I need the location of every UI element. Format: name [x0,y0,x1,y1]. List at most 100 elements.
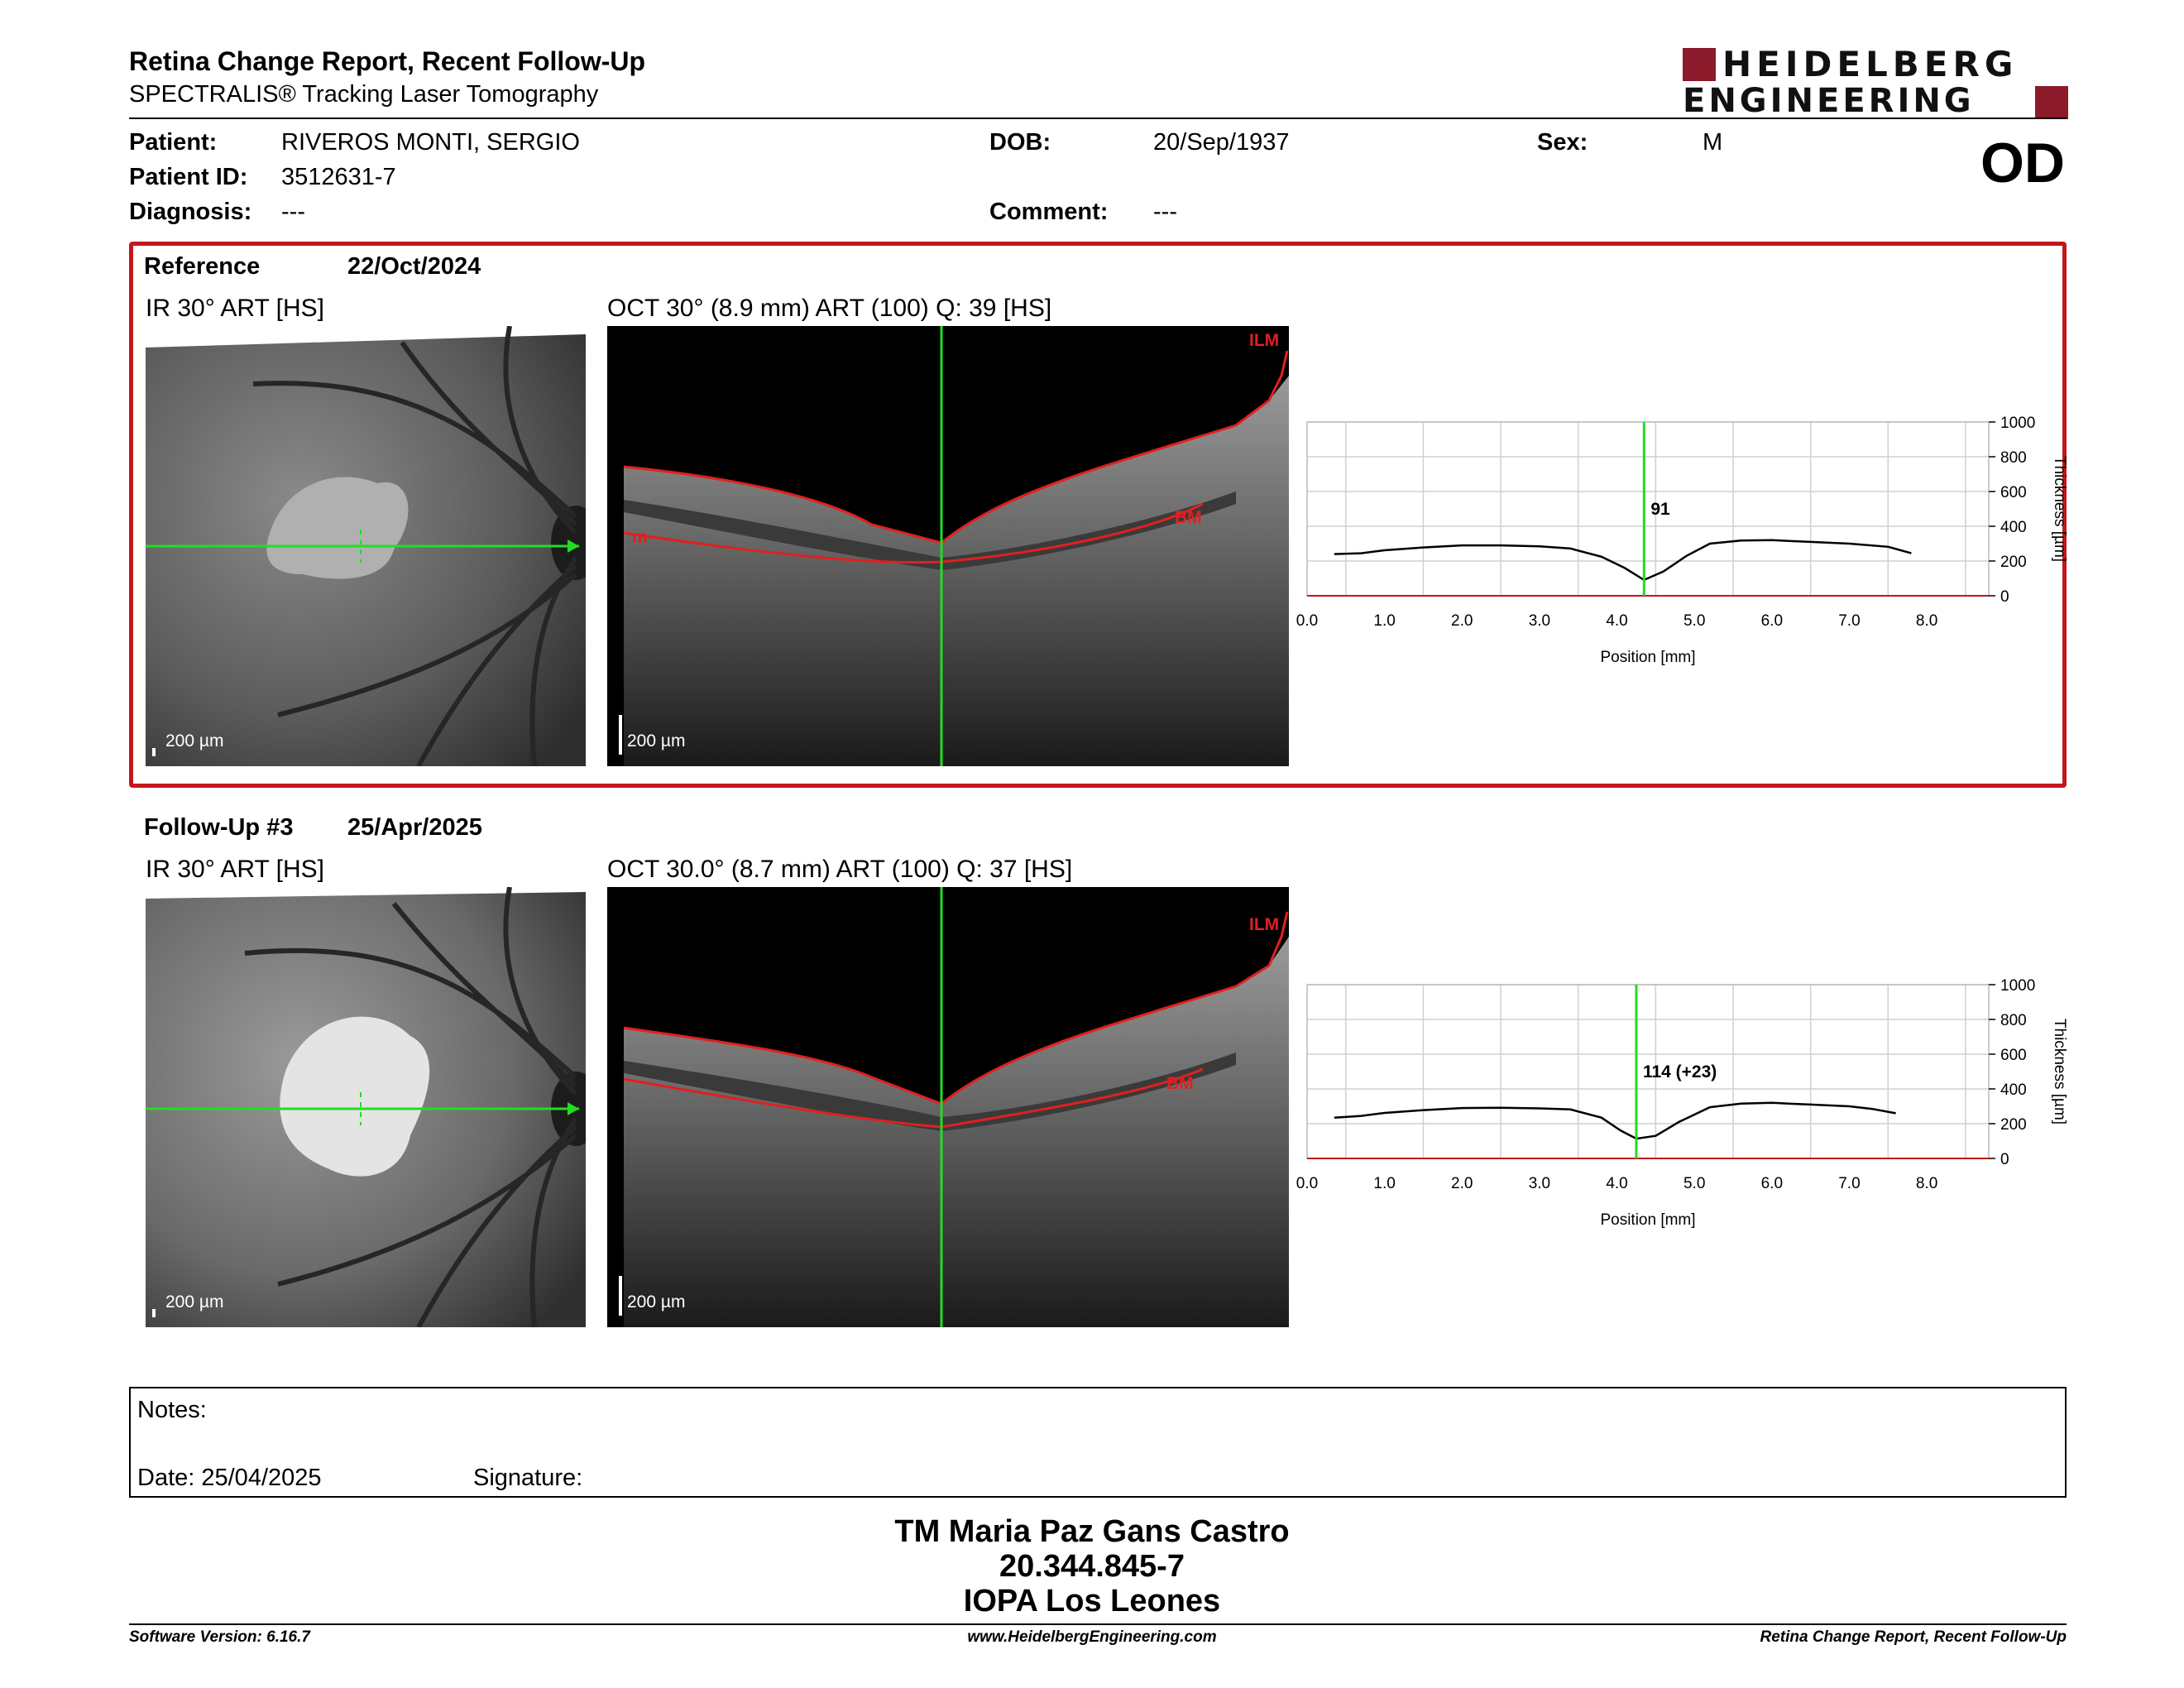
reference-oct-caption: OCT 30° (8.9 mm) ART (100) Q: 39 [HS] [607,295,1052,322]
followup-chart-marker-value-label: 114 (+23) [1643,1062,1717,1081]
reference-label: Reference [144,253,261,280]
reference-chart-x-tick-label: 3.0 [1529,612,1550,630]
followup-ir-fundus-image: 200 µm [146,887,586,1327]
reference-oct-scale-bar [619,715,622,755]
reference-chart-x-tick-label: 4.0 [1606,612,1627,630]
reference-ir-caption: IR 30° ART [HS] [146,295,324,322]
sex-label: Sex: [1537,129,1588,156]
followup-ir-scale-bar [152,1309,156,1317]
reference-thickness-chart: 0 200 400 600 800 1000 0.0 1.0 2.0 3.0 4.0 5.0 6.0 7.… [1296,415,2068,666]
reference-chart-x-tick-label: 5.0 [1684,612,1705,630]
patient-name: RIVEROS MONTI, SERGIO [281,129,580,156]
reference-chart-y-tick-label: 200 [2000,554,2027,571]
followup-chart-y-axis-label: Thickness [µm] [2051,1019,2068,1125]
reference-oct-scale-label: 200 µm [627,731,686,750]
followup-oct-drawing: ILM BM [623,887,1289,1327]
reference-chart-x-tick-label: 6.0 [1761,612,1783,630]
followup-oct-caption: OCT 30.0° (8.7 mm) ART (100) Q: 37 [HS] [607,856,1073,883]
reference-chart-series-line [1334,539,1912,582]
reference-chart-x-tick-label: 7.0 [1838,612,1860,630]
diagnosis-value: --- [281,199,305,225]
followup-chart-y-tick-label: 0 [2000,1151,2009,1168]
logo-square-bottom [2035,86,2068,119]
comment-label: Comment: [989,199,1109,225]
followup-oct-scale-bar [619,1276,622,1316]
reference-ir-scale-bar [152,748,156,756]
followup-ir-scale-label: 200 µm [165,1292,224,1312]
reference-date: 22/Oct/2024 [347,253,481,280]
signatory-org: IOPA Los Leones [963,1584,1221,1618]
reference-ir-scale-label: 200 µm [165,731,224,750]
followup-ilm-label: ILM [1249,915,1279,934]
logo-square-top [1683,48,1716,81]
logo-word-top: HEIDELBERG [1722,44,2019,84]
reference-chart-y-tick-label: 400 [2000,519,2027,536]
followup-ir-caption: IR 30° ART [HS] [146,856,324,883]
followup-chart-y-tick-label: 600 [2000,1047,2027,1064]
followup-chart-x-tick-label: 4.0 [1606,1175,1627,1192]
reference-bm-label: BM [1175,508,1202,527]
reference-ir-fundus-image: 200 µm [146,326,586,766]
followup-thickness-chart: 0 200 400 600 800 1000 0.0 1.0 2.0 3.0 4.0 5.0 6.0 7.… [1296,977,2068,1229]
comment-value: --- [1153,199,1177,225]
header-divider [129,117,2067,119]
followup-chart-x-tick-label: 7.0 [1838,1175,1860,1192]
report-title: Retina Change Report, Recent Follow-Up [129,46,646,76]
reference-chart-x-axis-label: Position [mm] [1600,649,1695,666]
reference-chart-x-tick-label: 8.0 [1916,612,1937,630]
reference-m-label: m [632,528,648,547]
notes-date: Date: 25/04/2025 [137,1465,322,1491]
sex-value: M [1703,129,1723,156]
followup-oct-scale-label: 200 µm [627,1292,686,1312]
followup-bm-label: BM [1166,1074,1194,1093]
followup-chart-x-tick-label: 6.0 [1761,1175,1783,1192]
followup-chart-x-tick-label: 5.0 [1684,1175,1705,1192]
report-subtitle: SPECTRALIS® Tracking Laser Tomography [129,81,599,108]
reference-fundus-drawing [146,326,586,766]
diagnosis-label: Diagnosis: [129,199,252,225]
reference-section-border [129,242,2067,788]
reference-chart-x-tick-label: 1.0 [1373,612,1395,630]
followup-chart-series-line [1334,1101,1896,1140]
footer-report-name: Retina Change Report, Recent Follow-Up [1760,1628,2067,1646]
signature-label: Signature: [473,1465,583,1491]
followup-fundus-drawing [146,887,586,1327]
reference-oct-drawing: ILM BM m [623,326,1289,766]
reference-chart-y-axis-label: Thickness [µm] [2051,456,2068,562]
heidelberg-logo: HEIDELBERG ENGINEERING [1683,44,2068,120]
reference-chart-y-tick-label: 600 [2000,484,2027,501]
followup-chart-x-tick-label: 2.0 [1451,1175,1473,1192]
followup-chart-x-tick-label: 1.0 [1373,1175,1395,1192]
followup-chart-x-tick-label: 0.0 [1296,1175,1318,1192]
followup-chart-y-tick-label: 200 [2000,1116,2027,1134]
dob-label: DOB: [989,129,1051,156]
followup-chart-x-axis-label: Position [mm] [1600,1211,1695,1229]
followup-chart-y-tick-label: 1000 [2000,977,2035,995]
signatory-id: 20.344.845-7 [999,1549,1185,1584]
followup-chart-y-tick-label: 400 [2000,1081,2027,1099]
eye-indicator: OD [1980,132,2065,194]
patient-label: Patient: [129,129,218,156]
followup-oct-bscan-image: ILM BM 200 µm [607,887,1289,1327]
footer-website: www.HeidelbergEngineering.com [967,1628,1217,1646]
reference-chart-y-tick-label: 0 [2000,588,2009,606]
reference-chart-x-tick-label: 0.0 [1296,612,1318,630]
reference-oct-bscan-image: ILM BM m 200 µm [607,326,1289,766]
followup-chart-y-tick-label: 800 [2000,1012,2027,1029]
followup-label: Follow-Up #3 [144,814,294,841]
notes-box: Notes: Date: 25/04/2025 Signature: [129,1387,2067,1498]
reference-chart-y-tick-label: 1000 [2000,415,2035,432]
followup-chart-x-tick-label: 3.0 [1529,1175,1550,1192]
signatory-name: TM Maria Paz Gans Castro [894,1514,1290,1549]
patient-id: 3512631-7 [281,164,396,190]
followup-chart-x-tick-label: 8.0 [1916,1175,1937,1192]
notes-label: Notes: [137,1397,207,1423]
footer-divider [129,1623,2067,1625]
logo-word-bottom: ENGINEERING [1683,82,1975,120]
followup-date: 25/Apr/2025 [347,814,482,841]
reference-chart-y-tick-label: 800 [2000,449,2027,467]
reference-ilm-label: ILM [1249,331,1279,350]
reference-chart-marker-value-label: 91 [1650,500,1670,519]
reference-chart-frame [1306,421,1990,597]
footer-software-version: Software Version: 6.16.7 [129,1628,310,1646]
